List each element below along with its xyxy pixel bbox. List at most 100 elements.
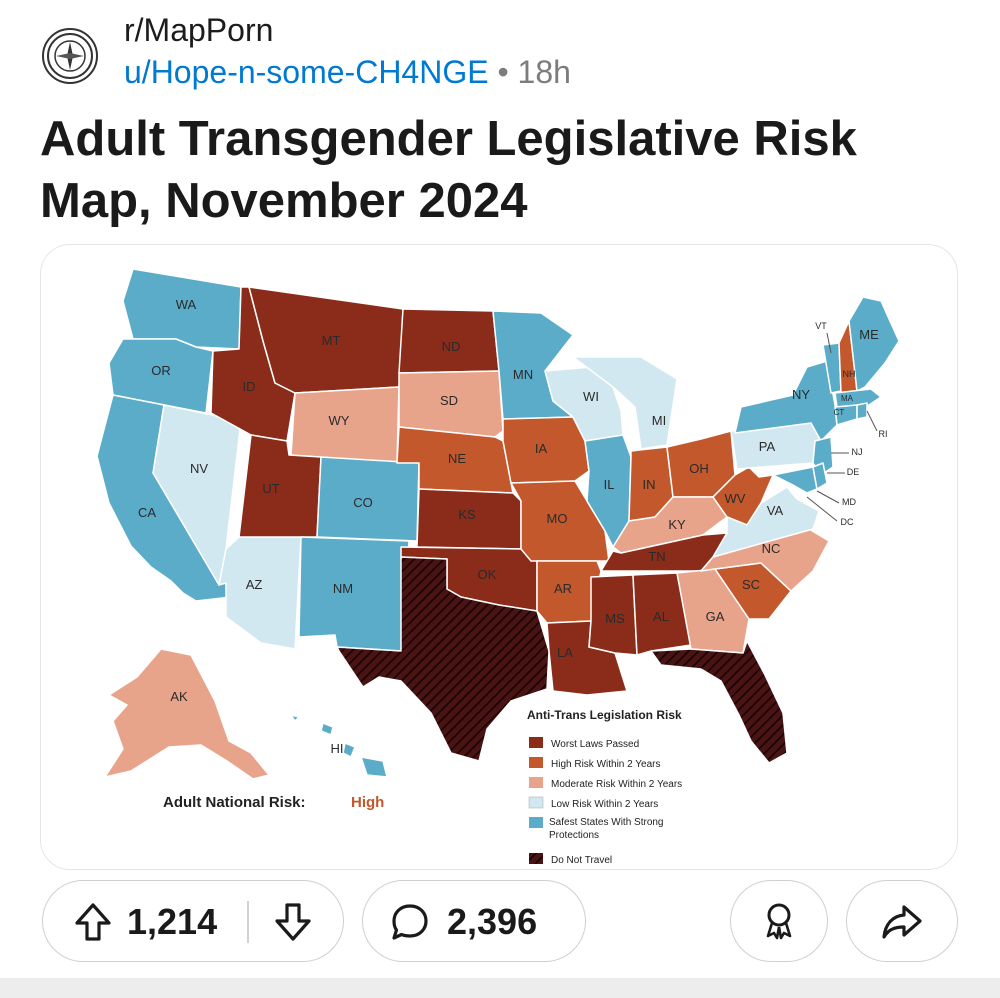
state-DE: [812, 462, 828, 490]
award-icon: [766, 903, 792, 940]
state-label-VA: VA: [767, 503, 784, 518]
leader-lines: [806, 332, 878, 522]
vote-bar: 1,214: [42, 880, 344, 962]
state-label-WI: WI: [583, 389, 599, 404]
state-label-MS: MS: [605, 611, 625, 626]
state-label-MN: MN: [513, 367, 533, 382]
legend-label-do-not-travel: Do Not Travel: [551, 855, 612, 866]
legend-swatch-safest: [529, 817, 543, 828]
state-label-IA: IA: [535, 441, 548, 456]
national-risk-value: High: [351, 794, 384, 811]
compass-logo-icon: [47, 33, 93, 79]
state-label-CT: CT: [834, 408, 845, 417]
legend-label-safest: Safest States With Strong Protections: [549, 817, 664, 841]
state-label-VT: VT: [815, 321, 827, 331]
state-label-NJ: NJ: [852, 447, 863, 457]
state-label-WA: WA: [176, 297, 197, 312]
state-label-AZ: AZ: [246, 577, 263, 592]
legend-swatch-high: [529, 757, 543, 768]
legend-label-low: Low Risk Within 2 Years: [551, 799, 658, 810]
state-AZ: [218, 536, 302, 650]
state-MI: [572, 356, 678, 450]
risk-map: WA OR CA NV AZ ID MT WY UT CO NM ND SD N…: [96, 268, 900, 866]
state-label-KY: KY: [668, 517, 686, 532]
comments-button[interactable]: 2,396: [362, 880, 586, 962]
state-AL: [632, 572, 692, 656]
state-label-OR: OR: [151, 363, 171, 378]
state-SD: [398, 370, 504, 438]
share-icon: [882, 905, 922, 939]
state-label-MO: MO: [547, 511, 568, 526]
downvote-icon[interactable]: [273, 901, 313, 948]
state-label-UT: UT: [262, 481, 279, 496]
state-label-MT: MT: [322, 333, 341, 348]
legend-swatch-moderate: [529, 777, 543, 788]
state-label-WY: WY: [329, 413, 350, 428]
vote-divider: [247, 901, 249, 943]
state-MO: [510, 480, 610, 562]
state-label-SD: SD: [440, 393, 458, 408]
state-RI: [856, 402, 868, 420]
state-label-NC: NC: [762, 541, 781, 556]
state-label-DE: DE: [847, 467, 860, 477]
state-NM: [298, 536, 410, 652]
state-label-WV: WV: [725, 491, 746, 506]
state-label-IL: IL: [604, 477, 615, 492]
legend-label-moderate: Moderate Risk Within 2 Years: [551, 779, 682, 790]
state-OR: [108, 338, 214, 414]
award-button[interactable]: [730, 880, 828, 962]
national-risk-label: Adult National Risk:: [163, 794, 306, 811]
state-labels: WA OR CA NV AZ ID MT WY UT CO NM ND SD N…: [138, 297, 888, 756]
share-button[interactable]: [846, 880, 958, 962]
legend-swatch-worst: [529, 737, 543, 748]
state-label-NY: NY: [792, 387, 810, 402]
upvote-count: 1,214: [127, 901, 218, 942]
state-label-OK: OK: [478, 567, 497, 582]
state-label-GA: GA: [706, 609, 725, 624]
state-label-NM: NM: [333, 581, 353, 596]
state-label-NH: NH: [843, 369, 856, 379]
state-TX: [336, 556, 550, 762]
state-MD: [772, 466, 818, 494]
post-age: 18h: [517, 54, 571, 90]
state-label-AK: AK: [170, 689, 188, 704]
state-label-MI: MI: [652, 413, 666, 428]
author-link[interactable]: u/Hope-n-some-CH4NGE: [124, 54, 489, 90]
legend-label-high: High Risk Within 2 Years: [551, 759, 661, 770]
legend-title: Anti-Trans Legislation Risk: [527, 708, 682, 722]
state-AK: [104, 648, 270, 780]
state-label-DC: DC: [841, 517, 854, 527]
state-label-CO: CO: [353, 495, 373, 510]
state-label-ID: ID: [243, 379, 256, 394]
upvote-icon[interactable]: [73, 901, 113, 948]
state-label-NE: NE: [448, 451, 466, 466]
state-label-IN: IN: [643, 477, 656, 492]
state-label-LA: LA: [557, 645, 573, 660]
state-label-MD: MD: [842, 497, 856, 507]
comment-count: 2,396: [447, 901, 538, 942]
meta-separator: •: [497, 54, 509, 90]
state-HI: [290, 714, 388, 778]
state-MA: [834, 388, 882, 408]
state-label-MA: MA: [841, 394, 854, 403]
state-label-PA: PA: [759, 439, 776, 454]
state-label-TN: TN: [648, 549, 665, 564]
map-image-card[interactable]: WA OR CA NV AZ ID MT WY UT CO NM ND SD N…: [40, 244, 958, 870]
state-label-SC: SC: [742, 577, 760, 592]
legend-swatch-low: [528, 796, 544, 809]
post-header: r/MapPorn u/Hope-n-some-CH4NGE • 18h: [40, 12, 960, 94]
state-label-AL: AL: [653, 609, 669, 624]
state-FL: [650, 640, 788, 764]
state-label-KS: KS: [458, 507, 476, 522]
legend-swatch-do-not-travel: [529, 853, 543, 864]
legend: Anti-Trans Legislation Risk Worst Laws P…: [527, 708, 682, 866]
comment-bubble-icon: [389, 901, 431, 948]
state-label-ND: ND: [442, 339, 461, 354]
post-title[interactable]: Adult Transgender Legislative Risk Map, …: [40, 112, 857, 228]
state-label-ME: ME: [859, 327, 879, 342]
state-ME: [848, 296, 900, 392]
state-label-NV: NV: [190, 461, 208, 476]
subreddit-avatar[interactable]: [42, 28, 98, 84]
state-VA: [712, 486, 820, 558]
subreddit-name[interactable]: r/MapPorn: [124, 12, 274, 48]
